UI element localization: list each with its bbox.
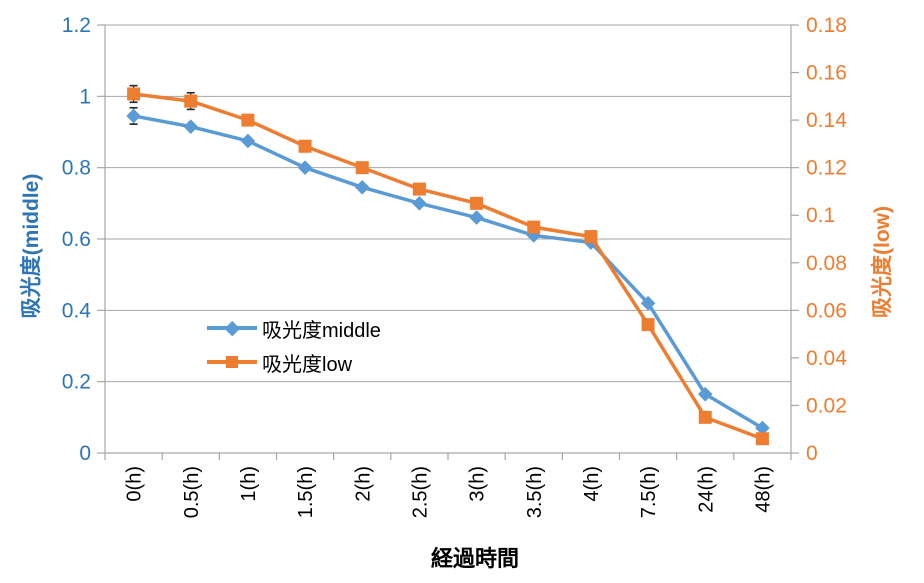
x-axis-tick-label: 0(h) xyxy=(124,466,146,502)
data-point-marker xyxy=(127,87,141,101)
data-point-marker xyxy=(755,420,770,436)
data-point-marker xyxy=(755,432,769,446)
x-axis-tick-label: 3.5(h) xyxy=(524,466,546,518)
y-axis-right-tick-label: 0.18 xyxy=(806,14,847,37)
data-point-marker xyxy=(184,94,198,108)
y-axis-right-tick-label: 0 xyxy=(806,442,818,465)
y-axis-left-title: 吸光度(middle) xyxy=(20,173,43,319)
y-axis-right-tick-label: 0.12 xyxy=(806,157,847,180)
y-axis-right-tick-label: 0.16 xyxy=(806,62,847,85)
data-point-marker xyxy=(183,119,199,134)
series-line-middle xyxy=(131,114,765,430)
x-axis-tick-label: 1.5(h) xyxy=(295,466,317,518)
square-marker-icon xyxy=(226,356,238,368)
legend-swatch-middle xyxy=(207,314,257,342)
data-point-marker xyxy=(526,228,542,243)
y-axis-left-tick-label: 0 xyxy=(79,442,91,465)
data-point-marker xyxy=(527,220,541,234)
data-point-marker xyxy=(584,230,598,244)
legend-label-middle: 吸光度middle xyxy=(262,319,381,342)
series-line-low xyxy=(131,92,765,441)
x-axis-tick-label: 7.5(h) xyxy=(638,466,660,518)
data-point-marker xyxy=(697,386,713,402)
x-axis-tick-label: 2.5(h) xyxy=(409,466,431,518)
y-axis-right-tick-label: 0.02 xyxy=(806,394,847,417)
data-point-marker xyxy=(412,196,427,211)
y-axis-left-tick-label: 0.4 xyxy=(62,299,92,322)
x-axis-tick-label: 48(h) xyxy=(752,466,774,513)
data-point-marker xyxy=(640,295,656,311)
legend-swatch-low xyxy=(207,348,257,376)
legend-label-low: 吸光度low xyxy=(262,353,353,376)
data-point-marker xyxy=(241,113,255,127)
y-axis-right-tick-label: 0.1 xyxy=(806,204,835,227)
data-point-marker xyxy=(298,139,312,153)
x-axis-tick-label: 2(h) xyxy=(352,466,374,502)
data-point-marker xyxy=(698,410,712,424)
data-point-marker xyxy=(355,161,369,175)
data-point-marker xyxy=(469,210,484,225)
y-axis-right-tick-label: 0.06 xyxy=(806,299,847,322)
x-axis-tick-label: 4(h) xyxy=(581,466,603,502)
x-axis-title: 経過時間 xyxy=(430,546,519,571)
y-axis-right-tick-label: 0.04 xyxy=(806,347,847,370)
data-point-marker xyxy=(126,108,141,124)
y-axis-left-tick-label: 1.2 xyxy=(62,14,91,37)
data-point-marker xyxy=(354,179,370,195)
y-axis-left-tick-label: 1 xyxy=(79,85,91,108)
diamond-marker-icon xyxy=(224,320,240,336)
x-axis-tick-label: 24(h) xyxy=(695,466,717,513)
y-axis-left-tick-label: 0.2 xyxy=(62,371,91,394)
y-axis-left-tick-label: 0.8 xyxy=(62,157,91,180)
x-axis-tick-label: 0.5(h) xyxy=(181,466,203,518)
x-axis-tick-label: 1(h) xyxy=(238,466,260,502)
data-point-marker xyxy=(240,133,256,149)
data-point-marker xyxy=(641,318,655,332)
legend-item-middle[interactable]: 吸光度middle xyxy=(207,314,381,342)
legend-item-low[interactable]: 吸光度low xyxy=(207,348,381,376)
legend: 吸光度middle 吸光度low xyxy=(207,314,381,376)
y-axis-right-tick-label: 0.14 xyxy=(806,109,847,132)
y-axis-right-tick-label: 0.08 xyxy=(806,252,847,275)
x-axis-tick-label: 3(h) xyxy=(467,466,489,502)
y-axis-left-tick-label: 0.6 xyxy=(62,228,91,251)
data-point-marker xyxy=(297,160,313,175)
data-point-marker xyxy=(470,196,484,210)
y-axis-right-title: 吸光度(low) xyxy=(871,206,894,318)
data-point-marker xyxy=(412,182,426,196)
